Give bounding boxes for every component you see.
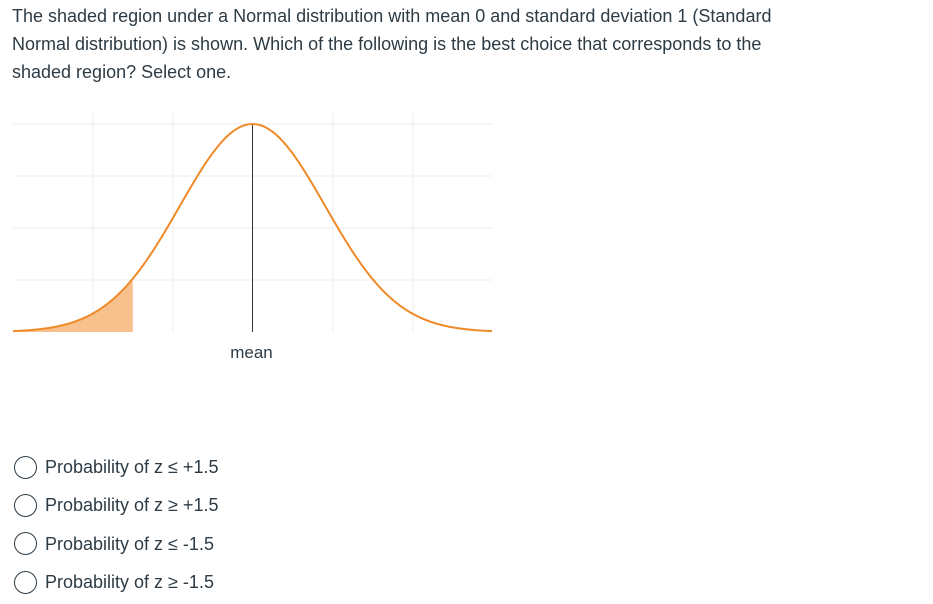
option-z-le-minus-1-5[interactable]: Probability of z ≤ -1.5 bbox=[14, 525, 218, 563]
question-text: The shaded region under a Normal distrib… bbox=[12, 6, 772, 82]
option-z-le-plus-1-5[interactable]: Probability of z ≤ +1.5 bbox=[14, 448, 218, 486]
option-label[interactable]: Probability of z ≥ +1.5 bbox=[45, 495, 219, 516]
option-label[interactable]: Probability of z ≥ -1.5 bbox=[45, 572, 214, 593]
radio-button[interactable] bbox=[14, 570, 37, 594]
shaded-region bbox=[13, 278, 133, 332]
option-z-ge-minus-1-5[interactable]: Probability of z ≥ -1.5 bbox=[14, 563, 218, 601]
radio-button[interactable] bbox=[14, 493, 37, 517]
chart-canvas: mean bbox=[12, 112, 493, 362]
option-label[interactable]: Probability of z ≤ -1.5 bbox=[45, 533, 214, 554]
option-z-ge-plus-1-5[interactable]: Probability of z ≥ +1.5 bbox=[14, 486, 218, 524]
mean-label: mean bbox=[230, 343, 273, 362]
radio-button[interactable] bbox=[14, 455, 37, 479]
normal-curve bbox=[12, 122, 493, 333]
answer-options: Probability of z ≤ +1.5 Probability of z… bbox=[14, 448, 218, 601]
normal-distribution-chart: mean bbox=[0, 100, 510, 380]
option-label[interactable]: Probability of z ≤ +1.5 bbox=[45, 457, 219, 478]
radio-button[interactable] bbox=[14, 532, 37, 556]
